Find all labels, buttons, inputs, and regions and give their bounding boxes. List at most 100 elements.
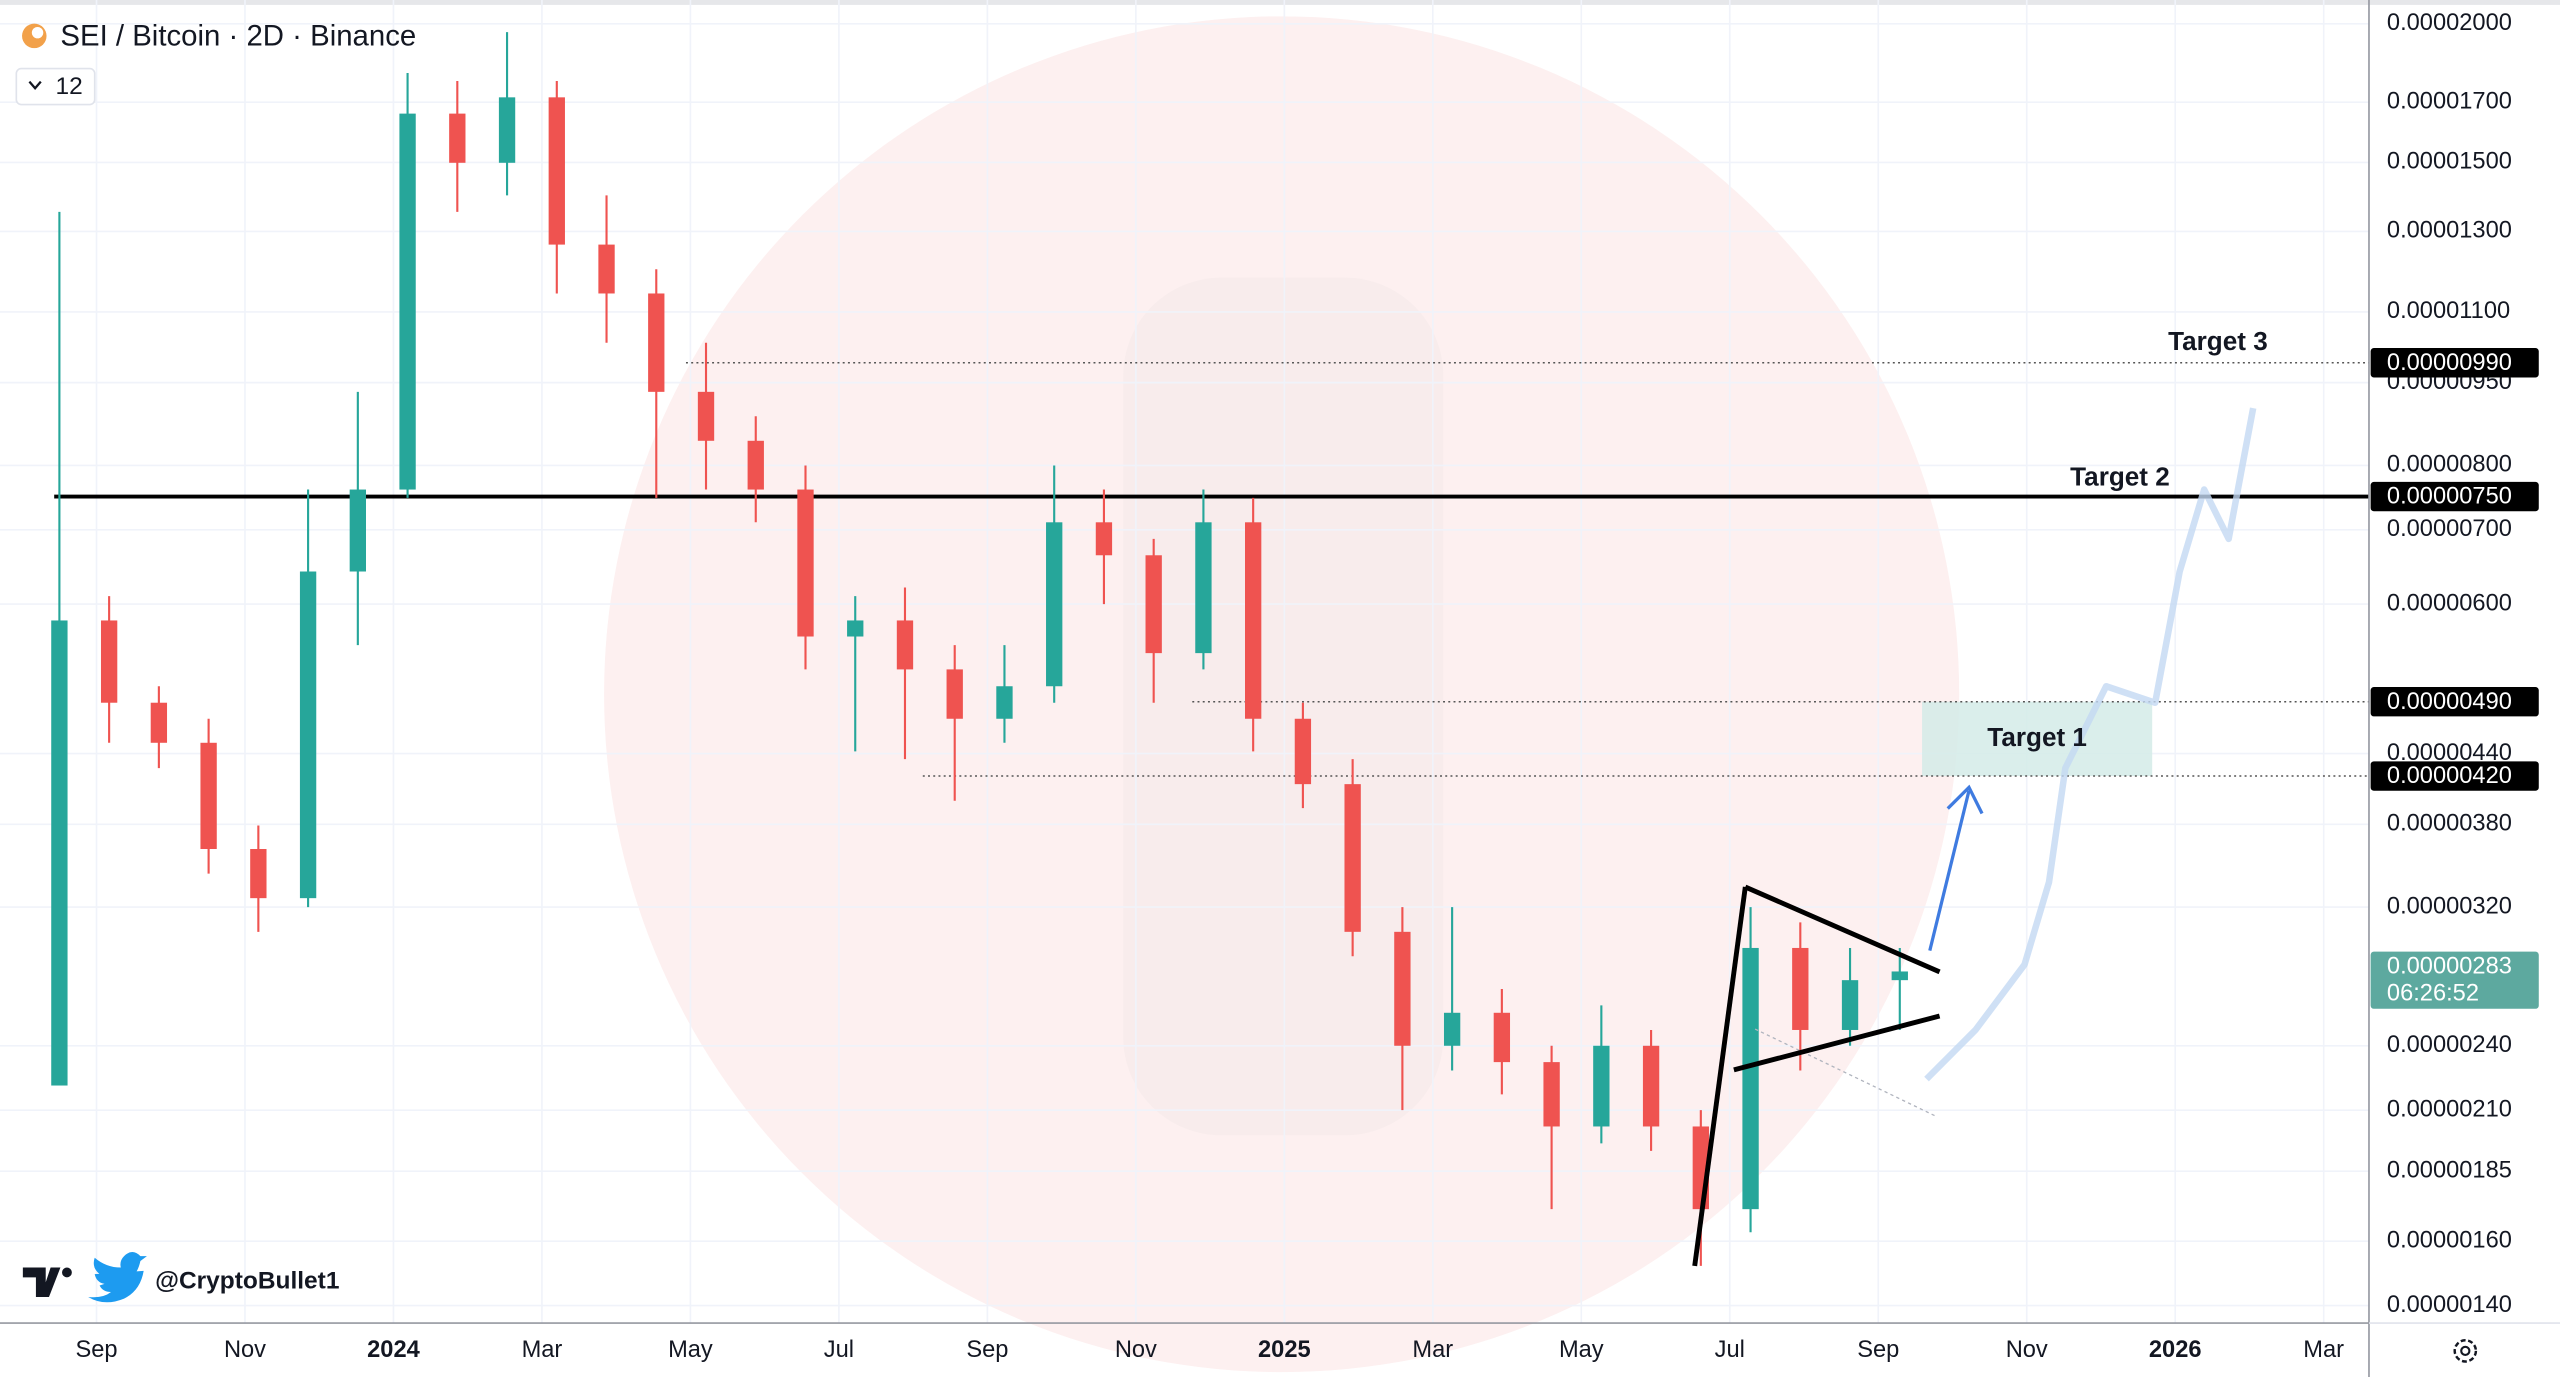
x-tick-label: Mar	[522, 1337, 563, 1363]
candle-body	[1443, 1012, 1461, 1046]
candle-body	[349, 489, 366, 572]
candle-body	[250, 848, 267, 899]
arrow-head	[1946, 784, 1984, 815]
level-price-label: 0.00000750	[2387, 484, 2512, 510]
level-price-box	[2370, 481, 2539, 512]
x-tick-label: May	[668, 1337, 713, 1363]
countdown-label: 06:26:52	[2387, 980, 2479, 1006]
tv-logo-dot	[62, 1267, 72, 1278]
y-tick-label: 0.00000140	[2387, 1292, 2512, 1318]
candle-body	[1294, 718, 1312, 785]
level-price-box	[2370, 687, 2539, 717]
last-price-label: 0.00000283	[2387, 953, 2512, 979]
candle-body	[1394, 931, 1411, 1046]
candle-body	[996, 686, 1013, 719]
level-price-label: 0.00000420	[2387, 763, 2512, 789]
candle-body	[299, 571, 317, 899]
chart-title: SEI / Bitcoin · 2D · Binance	[60, 19, 416, 52]
grid	[0, 0, 2369, 1324]
y-tick-label: 0.00000800	[2387, 452, 2512, 478]
y-tick-label: 0.00001300	[2387, 218, 2512, 244]
candle-body	[548, 97, 565, 245]
triangle-upper	[1744, 884, 1941, 975]
candle-body	[896, 620, 914, 670]
x-tick-label: Sep	[966, 1337, 1008, 1363]
badge-count: 12	[56, 73, 83, 100]
candle-body	[200, 742, 217, 849]
x-tick-label: Jul	[824, 1337, 854, 1363]
candle-body	[150, 702, 168, 743]
y-tick-label: 0.00000210	[2387, 1096, 2512, 1122]
y-tick-label: 0.00001100	[2387, 298, 2510, 324]
level-price-box	[2370, 761, 2539, 791]
target-label: Target 3	[2168, 326, 2268, 356]
author-handle: @CryptoBullet1	[155, 1268, 339, 1295]
target-label: Target 2	[2070, 461, 2170, 491]
x-tick-label: Nov	[224, 1337, 266, 1363]
triangle-lower	[1733, 1013, 1941, 1073]
candle-body	[1244, 522, 1262, 719]
candle-body	[1493, 1012, 1511, 1063]
candle-body	[648, 293, 665, 392]
x-tick-label: Sep	[1857, 1337, 1899, 1363]
candle-body	[1095, 522, 1113, 556]
candle-body	[946, 669, 963, 719]
level-price-label: 0.00000990	[2387, 350, 2512, 376]
x-tick-label: Mar	[1412, 1337, 1453, 1363]
x-tick-label: Jul	[1715, 1337, 1745, 1363]
candle-body	[1344, 784, 1361, 932]
candle-body	[747, 440, 764, 490]
candle-body	[1593, 1045, 1610, 1127]
level-price-box	[2370, 348, 2539, 378]
chevron-icon	[28, 80, 42, 90]
annotations: Target 1 Target 3 Target 2	[1692, 326, 2268, 1267]
candle-body	[1792, 947, 1809, 1030]
x-tick-label: Nov	[1115, 1337, 1157, 1363]
symbol-logo-inner	[31, 26, 44, 39]
level-price-label: 0.00000490	[2387, 689, 2512, 715]
x-tick-label: 2025	[1258, 1337, 1311, 1363]
candle-body	[399, 113, 416, 490]
candle-body	[1543, 1062, 1560, 1127]
gear-outer	[2453, 1339, 2478, 1363]
y-tick-label: 0.00000320	[2387, 893, 2512, 919]
y-tick-label: 0.00001700	[2387, 88, 2512, 114]
dotted-guide	[1754, 1028, 1935, 1117]
twitter-icon	[88, 1252, 147, 1303]
last-price-box	[2370, 951, 2539, 1009]
x-tick-label: May	[1559, 1337, 1604, 1363]
x-tick-label: Sep	[75, 1337, 117, 1363]
y-tick-label: 0.00001500	[2387, 149, 2512, 175]
candle-body	[1145, 555, 1162, 654]
candle-body	[498, 97, 516, 163]
candle-body	[1742, 947, 1759, 1210]
x-tick-label: 2026	[2149, 1337, 2202, 1363]
top-border	[0, 0, 2560, 5]
target-label: Target 1	[1987, 722, 2087, 752]
y-tick-label: 0.00002000	[2387, 10, 2512, 36]
candle-body	[1891, 971, 1908, 981]
candle-body	[1195, 522, 1212, 654]
flag-pole	[1692, 886, 1748, 1267]
collapse-badge[interactable]: 12	[15, 67, 96, 106]
projection-line	[1924, 407, 2257, 1082]
x-tick-label: Mar	[2303, 1337, 2344, 1363]
y-tick-label: 0.00000185	[2387, 1157, 2512, 1183]
x-tick-label: Nov	[2006, 1337, 2048, 1363]
candle-body	[697, 391, 715, 441]
y-tick-label: 0.00000160	[2387, 1227, 2512, 1253]
candle-body	[1841, 980, 1859, 1030]
tv-logo	[22, 1267, 61, 1297]
settings-icon[interactable]	[2453, 1339, 2478, 1363]
plot	[51, 32, 2369, 1266]
arrow-shaft	[1928, 790, 1971, 952]
gear-inner	[2460, 1345, 2471, 1357]
candle-body	[1046, 522, 1063, 687]
x-tick-label: 2024	[367, 1337, 420, 1363]
candle-body	[100, 620, 118, 703]
candle-body	[449, 113, 466, 163]
y-tick-label: 0.00000600	[2387, 590, 2512, 616]
